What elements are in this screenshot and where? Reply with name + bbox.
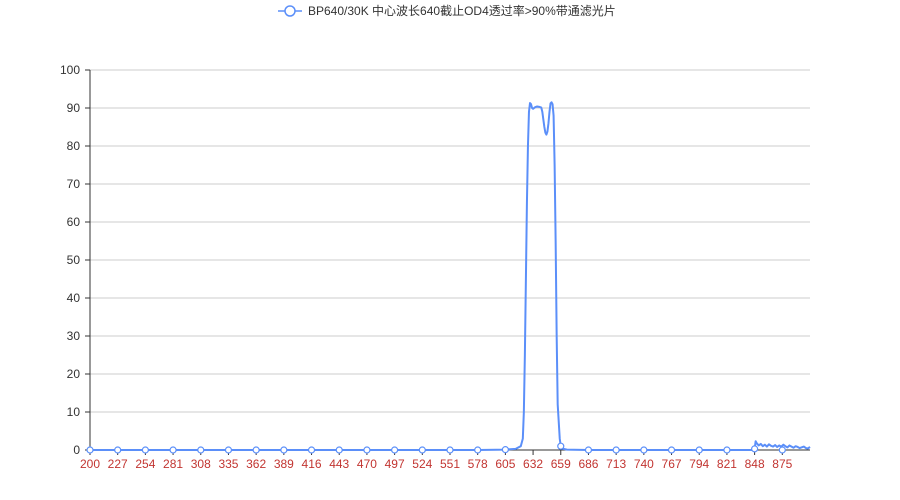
data-point <box>141 446 149 454</box>
x-tick-label: 470 <box>357 457 377 471</box>
data-point <box>252 446 260 454</box>
grid-lines <box>90 69 810 413</box>
x-tick-label: 659 <box>551 457 571 471</box>
x-tick-label: 551 <box>440 457 460 471</box>
data-point <box>667 446 676 454</box>
x-tick-label: 416 <box>302 457 322 471</box>
data-point <box>169 446 177 454</box>
data-point <box>751 445 759 453</box>
data-point <box>86 446 94 454</box>
data-point <box>501 446 509 454</box>
y-tick-label: 60 <box>67 215 81 229</box>
x-tick-label: 740 <box>634 457 654 471</box>
data-point <box>723 446 731 454</box>
x-tick-label: 281 <box>163 457 183 471</box>
x-tick-label: 335 <box>218 457 238 471</box>
y-tick-label: 100 <box>60 63 80 77</box>
series-line <box>90 101 811 451</box>
x-tick-label: 443 <box>329 457 349 471</box>
y-tick-label: 20 <box>67 367 81 381</box>
x-tick-label: 389 <box>274 457 294 471</box>
data-point <box>391 446 399 454</box>
x-tick-label: 362 <box>246 457 266 471</box>
x-tick-label: 632 <box>523 457 543 471</box>
y-tick-label: 50 <box>67 253 81 267</box>
x-tick-label: 875 <box>772 457 792 471</box>
y-tick-label: 90 <box>67 101 81 115</box>
series-group <box>86 101 811 454</box>
legend-circle-marker <box>284 5 296 17</box>
data-point <box>363 446 371 454</box>
legend[interactable]: BP640/30K 中心波长640截止OD4透过率>90%带通滤光片 <box>278 3 616 18</box>
data-point <box>474 446 482 454</box>
data-point <box>640 446 648 454</box>
x-tick-label: 686 <box>578 457 598 471</box>
x-tick-label: 794 <box>689 457 709 471</box>
x-tick-label: 497 <box>385 457 405 471</box>
data-point <box>446 446 454 454</box>
x-tick-label: 578 <box>468 457 488 471</box>
data-point <box>224 446 233 454</box>
x-tick-label: 605 <box>495 457 515 471</box>
x-tick-label: 524 <box>412 457 432 471</box>
data-point <box>307 446 316 454</box>
y-tick-label: 10 <box>67 405 81 419</box>
x-tick-label: 227 <box>108 457 128 471</box>
y-tick-label: 40 <box>67 291 81 305</box>
x-tick-label: 767 <box>662 457 682 471</box>
y-tick-label: 80 <box>67 139 81 153</box>
x-tick-label: 713 <box>606 457 626 471</box>
data-point <box>557 442 565 450</box>
x-tick-label: 254 <box>135 457 155 471</box>
legend-label: BP640/30K 中心波长640截止OD4透过率>90%带通滤光片 <box>308 3 616 18</box>
data-point <box>280 446 288 454</box>
x-tick-label: 821 <box>717 457 737 471</box>
data-point <box>584 446 593 454</box>
y-axis-ticks: 0 10 20 30 40 50 60 70 80 90 100 <box>60 63 91 457</box>
data-point <box>612 446 620 454</box>
data-point <box>197 446 205 454</box>
data-point <box>418 446 426 454</box>
data-point <box>335 446 343 454</box>
y-tick-label: 30 <box>67 329 81 343</box>
x-tick-label: 308 <box>191 457 211 471</box>
y-tick-label: 0 <box>73 443 80 457</box>
x-tick-label: 200 <box>80 457 100 471</box>
data-point <box>114 446 122 454</box>
x-tick-label: 848 <box>745 457 765 471</box>
y-tick-label: 70 <box>67 177 81 191</box>
data-point <box>695 446 703 454</box>
data-point <box>778 446 786 454</box>
